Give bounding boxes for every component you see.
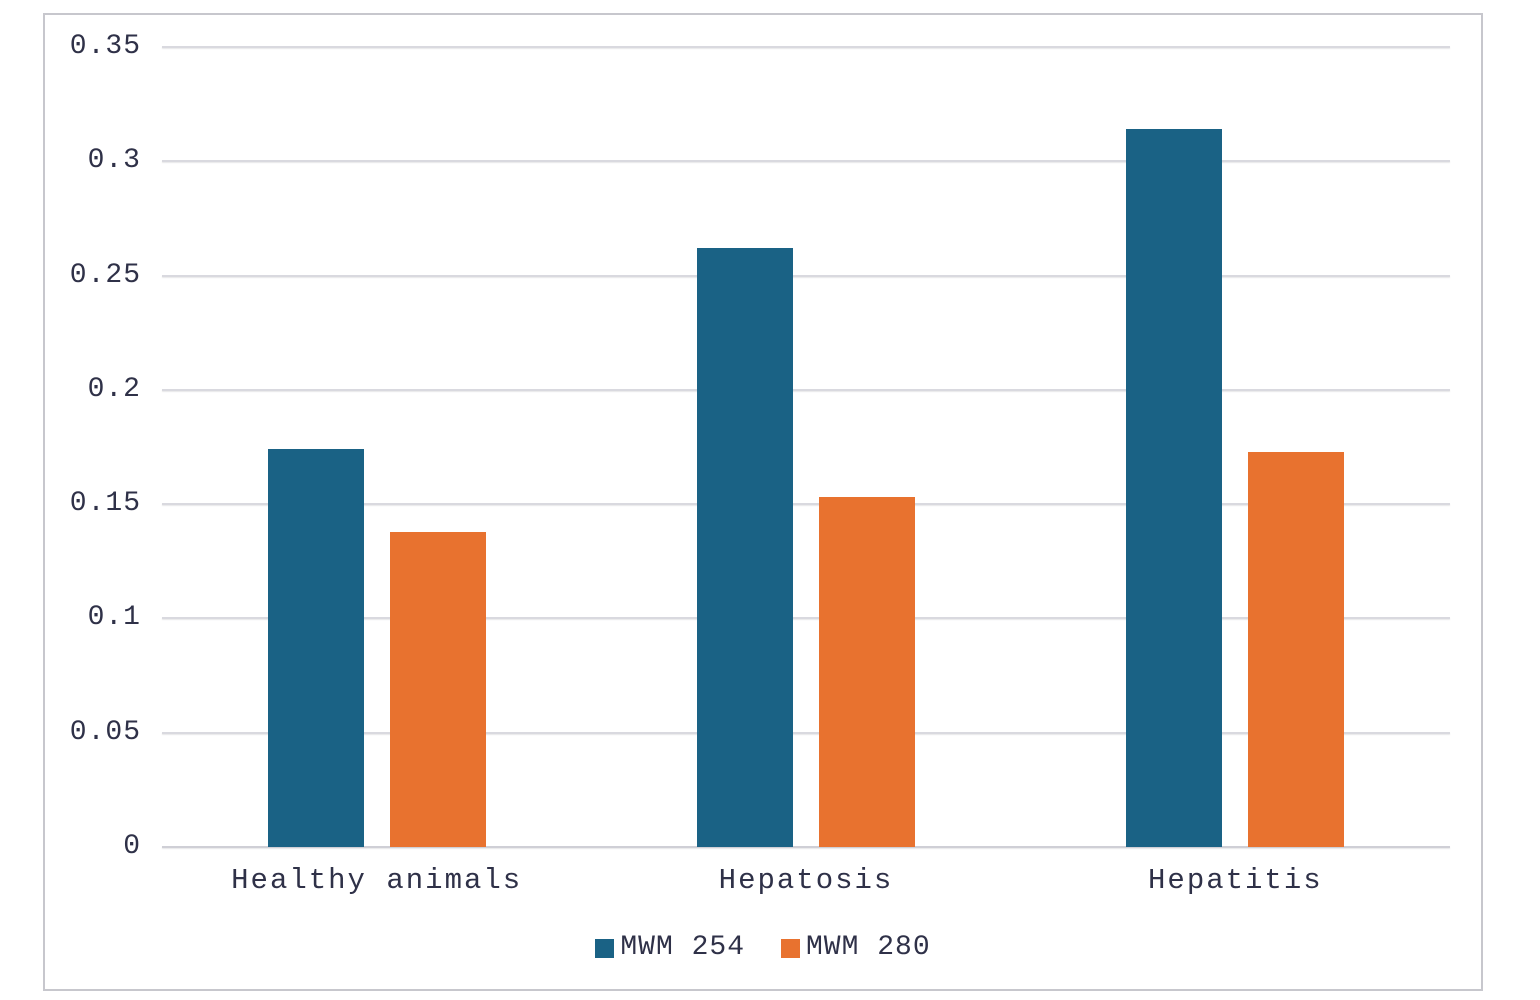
chart-frame: 0 0.05 0.1 0.15 0.2 0.25 0.3 0.35 Healthy anima… <box>43 13 1483 991</box>
x-axis-line <box>162 846 1450 848</box>
y-tick-label-0.35: 0.35 <box>69 31 141 62</box>
bar-mwm-280-healthy-animals <box>389 531 486 847</box>
gridline-0.1 <box>162 617 1450 620</box>
bar-mwm-280-hepatitis <box>1248 451 1345 847</box>
legend-swatch-icon <box>595 938 615 958</box>
legend-label: MWM 280 <box>806 932 931 963</box>
y-tick-label-0.25: 0.25 <box>69 259 141 291</box>
gridline-0.05 <box>162 731 1450 734</box>
bar-mwm-254-healthy-animals <box>267 449 364 847</box>
legend: MWM 254 MWM 280 <box>45 933 1481 963</box>
category-label-hepatosis: Hepatosis <box>718 864 894 897</box>
y-tick-label-0.05: 0.05 <box>69 716 141 748</box>
legend-swatch-icon <box>781 938 800 958</box>
gridline-0.3 <box>162 160 1450 163</box>
gridline-0.15 <box>162 503 1450 506</box>
y-tick-label-0.15: 0.15 <box>69 488 141 520</box>
category-label-hepatitis: Hepatitis <box>1148 864 1323 897</box>
bar-mwm-280-hepatosis <box>819 497 915 847</box>
bar-mwm-254-hepatosis <box>697 248 793 847</box>
legend-item-mwm-254: MWM 254 <box>595 933 745 963</box>
bar-mwm-254-hepatitis <box>1126 129 1223 847</box>
gridline-0.35 <box>162 46 1450 48</box>
gridline-0.2 <box>162 388 1450 391</box>
y-tick-label-0.3: 0.3 <box>87 145 141 177</box>
category-label-healthy-animals: Healthy animals <box>231 864 523 897</box>
y-tick-label-0.1: 0.1 <box>87 602 141 634</box>
plot-area <box>162 46 1450 848</box>
y-tick-label-0.2: 0.2 <box>87 373 141 405</box>
legend-label: MWM 254 <box>620 932 745 963</box>
gridline-0.25 <box>162 274 1450 277</box>
y-tick-label-0: 0 <box>123 831 141 862</box>
legend-item-mwm-280: MWM 280 <box>781 933 931 963</box>
